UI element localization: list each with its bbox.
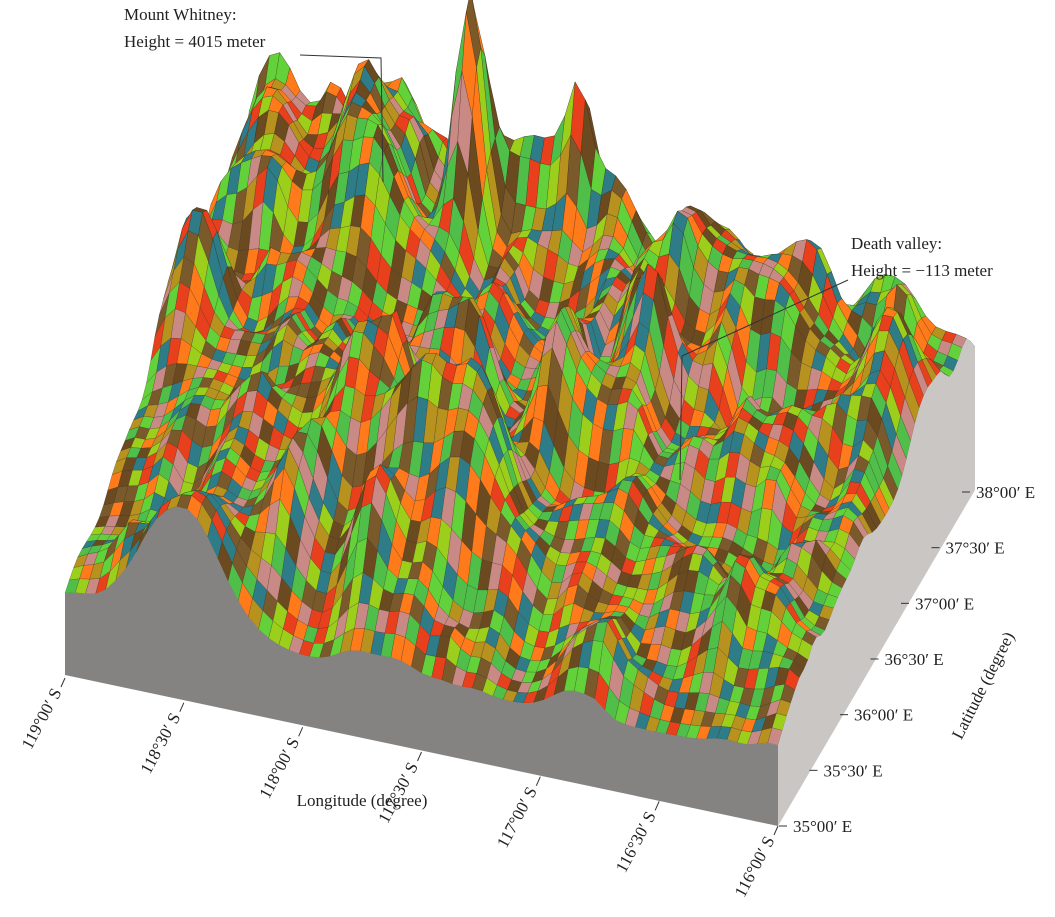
annotation-title: Mount Whitney: xyxy=(124,5,237,24)
chart: 119°00′ S118°30′ S118°00′ S117°30′ S117°… xyxy=(0,0,1055,917)
x-tick xyxy=(61,678,65,687)
y-tick-label: 37°30′ E xyxy=(946,539,1005,558)
y-tick-label: 36°00′ E xyxy=(854,706,913,725)
x-tick xyxy=(655,801,659,810)
x-tick xyxy=(180,703,184,712)
y-tick-label: 35°00′ E xyxy=(793,817,852,836)
x-tick-label: 116°00′ S xyxy=(731,833,779,900)
annotation-title: Death valley: xyxy=(851,234,942,253)
x-tick xyxy=(774,826,778,835)
page: 119°00′ S118°30′ S118°00′ S117°30′ S117°… xyxy=(0,0,1055,917)
x-tick xyxy=(536,777,540,786)
y-tick-label: 38°00′ E xyxy=(976,483,1035,502)
annotation-text: Height = 4015 meter xyxy=(124,32,266,51)
y-tick-label: 37°00′ E xyxy=(915,594,974,613)
y-tick-label: 35°30′ E xyxy=(824,761,883,780)
x-tick-label: 118°30′ S xyxy=(137,710,185,777)
x-tick-label: 117°00′ S xyxy=(493,784,541,851)
x-tick-label: 119°00′ S xyxy=(18,685,66,752)
y-tick-label: 36°30′ E xyxy=(885,650,944,669)
x-tick xyxy=(418,752,422,761)
x-tick-label: 116°30′ S xyxy=(612,808,660,875)
y-axis-label: Latitude (degree) xyxy=(948,629,1018,742)
annotation-text: Height = −113 meter xyxy=(851,261,993,280)
x-tick xyxy=(299,727,303,736)
x-axis-label: Longitude (degree) xyxy=(297,791,428,810)
